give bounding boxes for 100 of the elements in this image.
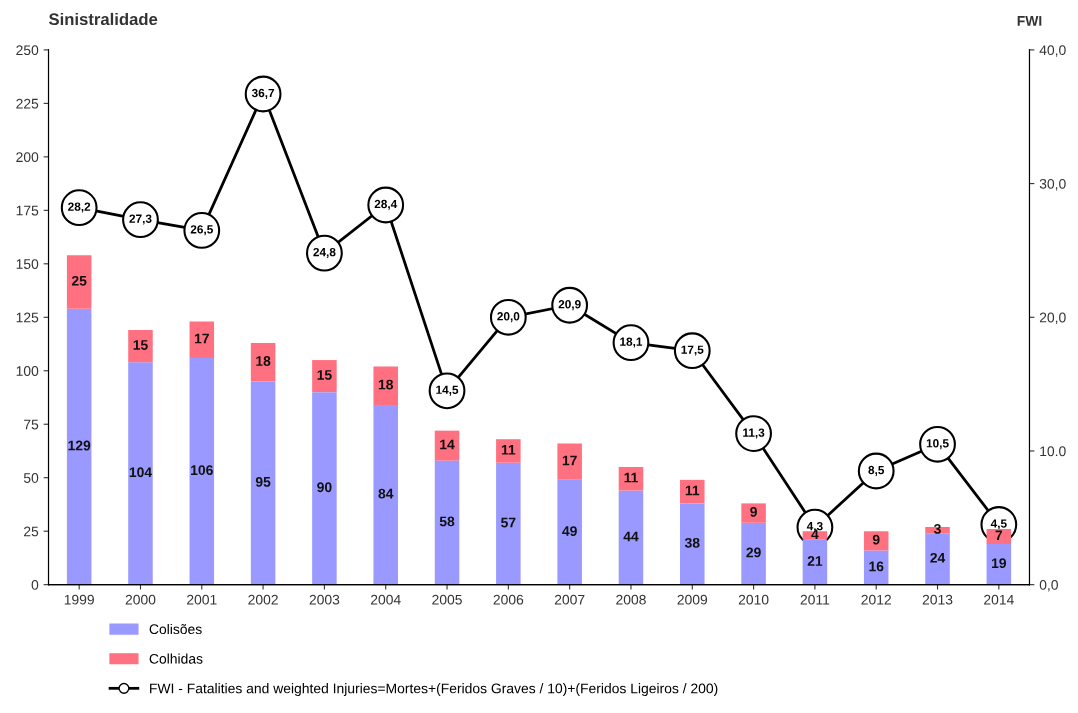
data-label: 4,5 — [990, 519, 1007, 530]
bar — [741, 503, 766, 523]
data-label: 26,5 — [190, 225, 213, 236]
data-label: 36,7 — [251, 88, 275, 99]
x-tick-label: 2014 — [984, 594, 1014, 605]
data-label: 84 — [378, 488, 394, 499]
data-label: 27,3 — [129, 214, 152, 225]
y-tick-label: 250 — [16, 45, 39, 56]
data-label: 18 — [256, 356, 271, 366]
y-tick-label: 150 — [16, 259, 39, 269]
data-label: 29 — [746, 547, 761, 558]
bar — [373, 404, 398, 585]
x-tick-label: 2008 — [616, 594, 646, 605]
data-label: 44 — [623, 531, 639, 542]
y2-tick-label: 20,0 — [1039, 312, 1066, 325]
x-tick-label: 2004 — [370, 594, 401, 605]
bar — [741, 522, 766, 585]
x-tick-label: 2013 — [922, 594, 953, 605]
data-label: 9 — [872, 534, 880, 545]
data-label: 11,3 — [743, 428, 765, 439]
y2-tick-label: 30,0 — [1039, 178, 1066, 191]
bar — [66, 308, 92, 585]
data-label: 24 — [930, 552, 946, 563]
bar — [66, 255, 92, 309]
bar — [434, 460, 460, 585]
x-tick-label: 1999 — [64, 594, 94, 605]
bar — [250, 381, 276, 585]
bar — [189, 357, 215, 585]
bar — [496, 462, 521, 585]
data-label: 11 — [624, 472, 638, 483]
data-label: 28,2 — [68, 202, 91, 213]
data-label: 14,5 — [436, 385, 459, 396]
chart-title: Sinistralidade — [48, 12, 158, 26]
bar — [802, 539, 828, 585]
bar — [434, 430, 460, 461]
data-label: 104 — [129, 467, 152, 478]
y-tick-label: 175 — [16, 205, 39, 216]
bar — [802, 531, 828, 540]
data-label: 24,8 — [313, 247, 336, 258]
x-tick-label: 2002 — [248, 594, 278, 605]
data-label: 11 — [501, 445, 516, 455]
bar — [680, 479, 705, 504]
bar — [373, 366, 398, 405]
data-label: 16 — [869, 561, 884, 572]
y2-axis-title: FWI — [1017, 16, 1042, 26]
bar — [557, 479, 582, 585]
bar — [925, 533, 950, 585]
data-label: 95 — [255, 476, 271, 487]
data-label: 18,1 — [620, 337, 643, 348]
data-label: 15 — [317, 370, 332, 380]
data-label: 7 — [995, 530, 1003, 541]
x-tick-label: 2009 — [677, 594, 708, 605]
x-tick-label: 2006 — [493, 594, 524, 605]
bar — [986, 544, 1012, 585]
bar — [189, 321, 215, 358]
bar — [128, 362, 153, 585]
data-label: 25 — [71, 275, 87, 286]
legend-label: Colhidas — [149, 653, 203, 664]
data-label: 90 — [317, 482, 332, 493]
x-tick-label: 2005 — [432, 594, 462, 605]
bar — [312, 392, 337, 585]
data-label: 58 — [439, 516, 455, 527]
y2-tick-label: 10.0 — [1040, 446, 1066, 457]
y-tick-label: 125 — [16, 312, 39, 323]
bar — [618, 490, 644, 585]
data-label: 15 — [133, 340, 148, 350]
data-label: 18 — [378, 379, 394, 390]
data-label: 129 — [68, 440, 91, 451]
y2-tick-label: 40,0 — [1039, 45, 1066, 57]
data-label: 38 — [684, 537, 700, 548]
legend-label: FWI - Fatalities and weighted Injuries=Mortes+(Feridos Graves / 10)+(Feridos Ligeiros / 200) — [150, 683, 718, 697]
y2-tick-label: 0,0 — [1039, 579, 1058, 592]
data-label: 106 — [191, 465, 213, 476]
bar — [618, 467, 644, 491]
bar — [496, 439, 521, 463]
data-label: 49 — [562, 526, 577, 536]
y-tick-label: 25 — [24, 526, 39, 537]
data-label: 57 — [501, 517, 516, 528]
data-label: 10,5 — [926, 439, 949, 450]
x-tick-label: 2007 — [554, 594, 585, 605]
data-label: 9 — [750, 506, 757, 517]
legend-label: Colisões — [149, 623, 202, 635]
data-label: 17 — [562, 455, 577, 466]
y-tick-label: 75 — [24, 419, 39, 430]
bar — [680, 503, 705, 585]
data-label: 17 — [194, 333, 209, 344]
x-tick-label: 2003 — [309, 594, 340, 605]
bar — [557, 443, 582, 480]
data-label: 21 — [807, 556, 823, 566]
y-tick-label: 100 — [16, 366, 39, 376]
data-label: 20,9 — [558, 300, 581, 311]
y-tick-label: 50 — [23, 473, 39, 483]
data-label: 19 — [991, 558, 1007, 569]
x-tick-label: 2001 — [187, 594, 217, 605]
data-label: 20,0 — [497, 312, 520, 323]
x-tick-label: 2012 — [861, 594, 891, 605]
bar — [128, 330, 153, 363]
data-label: 8,5 — [868, 465, 885, 476]
x-tick-label: 2000 — [125, 594, 156, 605]
data-label: 11 — [685, 485, 700, 496]
